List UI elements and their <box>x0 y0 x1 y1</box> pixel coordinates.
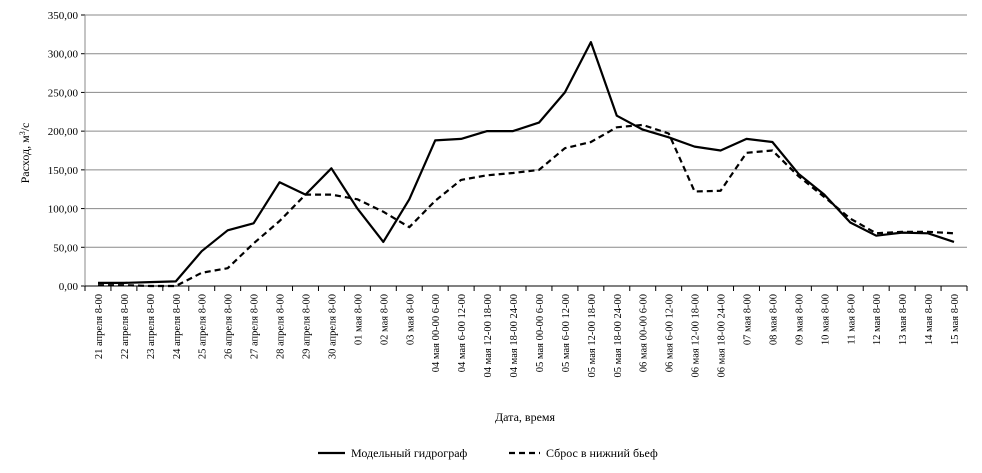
x-tick-label: 23 апреля 8-00 <box>146 294 157 359</box>
y-axis-title: Расход, м3/с <box>18 123 33 184</box>
x-tick-label: 15 мая 8-00 <box>950 294 961 345</box>
x-tick-label: 09 мая 8-00 <box>794 294 805 345</box>
x-tick-label: 05 мая 6-00 12-00 <box>561 294 572 372</box>
x-tick-label: 21 апреля 8-00 <box>94 294 105 359</box>
y-axis-title-main: Расход, м <box>18 135 32 183</box>
x-tick-label: 06 мая 18-00 24-00 <box>717 294 728 377</box>
x-tick-label: 05 мая 18-00 24-00 <box>613 294 624 377</box>
grid-lines <box>85 14 967 287</box>
y-axis: 0,00 50,00 100,00 150,00 200,00 250,00 300,00 3… <box>48 10 86 293</box>
y-tick-label: 350,00 <box>48 10 79 22</box>
x-tick-label: 30 апреля 8-00 <box>327 294 338 359</box>
x-tick-label: 29 апреля 8-00 <box>302 294 313 359</box>
x-tick-label: 04 мая 00-00 6-00 <box>431 294 442 372</box>
x-tick-label: 06 мая 6-00 12-00 <box>665 294 676 372</box>
y-axis-title-tail: /с <box>18 123 32 132</box>
y-tick-label: 200,00 <box>48 126 79 138</box>
y-tick-label: 100,00 <box>48 204 79 216</box>
x-tick-label: 26 апреля 8-00 <box>224 294 235 359</box>
y-tick-label: 50,00 <box>53 242 78 254</box>
y-axis-title-superscript: 3 <box>18 131 27 135</box>
x-tick-label: 10 мая 8-00 <box>820 294 831 345</box>
x-tick-label: 02 мая 8-00 <box>379 294 390 345</box>
x-tick-label: 28 апреля 8-00 <box>276 294 287 359</box>
x-tick-label: 22 апреля 8-00 <box>120 294 131 359</box>
x-tick-label: 13 мая 8-00 <box>898 294 909 345</box>
x-tick-label: 12 мая 8-00 <box>872 294 883 345</box>
y-tick-label: 150,00 <box>48 165 79 177</box>
x-tick-label: 27 апреля 8-00 <box>250 294 261 359</box>
x-tick-label: 04 мая 18-00 24-00 <box>509 294 520 377</box>
y-tick-label: 300,00 <box>48 49 79 61</box>
x-axis: 21 апреля 8-00 22 апреля 8-00 23 апреля 8-… <box>84 285 968 377</box>
x-tick-label: 05 мая 00-00 6-00 <box>535 294 546 372</box>
series-line-model <box>98 40 955 284</box>
legend-label-discharge: Сброс в нижний бьеф <box>546 446 658 460</box>
y-tick-label: 0,00 <box>59 281 79 293</box>
x-tick-label: 25 апреля 8-00 <box>198 294 209 359</box>
legend-label-model: Модельный гидрограф <box>351 446 468 460</box>
series-line-discharge <box>98 123 955 288</box>
x-tick-label: 06 мая 12-00 18-00 <box>691 294 702 377</box>
x-tick-label: 11 мая 8-00 <box>846 294 857 345</box>
x-tick-label: 01 мая 8-00 <box>353 294 364 345</box>
x-tick-label: 14 мая 8-00 <box>924 294 935 345</box>
x-axis-title: Дата, время <box>495 410 556 424</box>
series-lines <box>98 40 955 288</box>
y-tick-label: 250,00 <box>48 87 79 99</box>
x-tick-label: 08 мая 8-00 <box>768 294 779 345</box>
x-tick-label: 04 мая 6-00 12-00 <box>457 294 468 372</box>
x-tick-label: 06 мая 00-00 6-00 <box>639 294 650 372</box>
legend: Модельный гидрограф Сброс в нижний бьеф <box>318 446 658 460</box>
x-tick-label: 24 апреля 8-00 <box>172 294 183 359</box>
x-tick-label: 04 мая 12-00 18-00 <box>483 294 494 377</box>
x-tick-label: 03 мая 8-00 <box>405 294 416 345</box>
x-tick-label: 07 мая 8-00 <box>743 294 754 345</box>
x-tick-label: 05 мая 12-00 18-00 <box>587 294 598 377</box>
